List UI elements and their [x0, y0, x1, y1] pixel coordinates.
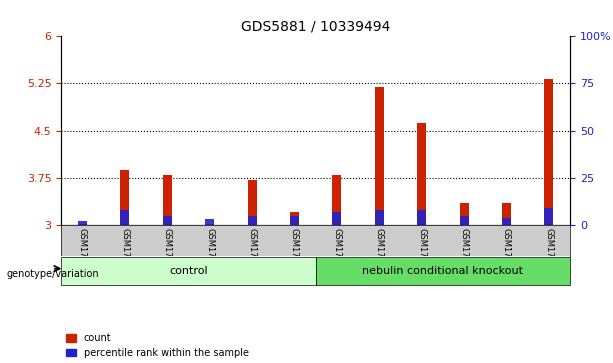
- Bar: [290, 212, 299, 225]
- FancyBboxPatch shape: [316, 257, 570, 285]
- Legend: count, percentile rank within the sample: count, percentile rank within the sample: [66, 333, 249, 358]
- Bar: [502, 203, 511, 225]
- Bar: [417, 123, 426, 225]
- Title: GDS5881 / 10339494: GDS5881 / 10339494: [241, 20, 390, 34]
- Bar: [248, 216, 257, 225]
- Bar: [163, 216, 172, 225]
- Bar: [78, 224, 87, 225]
- Text: GSM1720849: GSM1720849: [248, 228, 257, 284]
- Bar: [205, 224, 214, 225]
- Text: control: control: [169, 266, 208, 276]
- Bar: [120, 170, 129, 225]
- Bar: [332, 175, 341, 225]
- Bar: [248, 180, 257, 225]
- Bar: [417, 210, 426, 225]
- Bar: [290, 216, 299, 225]
- Bar: [544, 208, 554, 225]
- Bar: [502, 217, 511, 225]
- Text: GSM1720856: GSM1720856: [544, 228, 554, 284]
- Text: GSM1720854: GSM1720854: [460, 228, 468, 284]
- Bar: [460, 216, 468, 225]
- Text: GSM1720851: GSM1720851: [332, 228, 341, 284]
- Text: nebulin conditional knockout: nebulin conditional knockout: [362, 266, 524, 276]
- Text: GSM1720850: GSM1720850: [290, 228, 299, 284]
- Bar: [163, 175, 172, 225]
- Bar: [120, 210, 129, 225]
- Text: GSM1720846: GSM1720846: [120, 228, 129, 284]
- Text: GSM1720855: GSM1720855: [502, 228, 511, 284]
- Text: GSM1720847: GSM1720847: [163, 228, 172, 284]
- FancyBboxPatch shape: [61, 257, 316, 285]
- Text: GSM1720852: GSM1720852: [375, 228, 384, 284]
- Text: GSM1720848: GSM1720848: [205, 228, 214, 284]
- Bar: [78, 221, 87, 225]
- Text: GSM1720845: GSM1720845: [78, 228, 87, 284]
- Bar: [375, 87, 384, 225]
- Bar: [375, 210, 384, 225]
- Bar: [544, 79, 554, 225]
- Text: GSM1720853: GSM1720853: [417, 228, 426, 284]
- Bar: [460, 203, 468, 225]
- Text: genotype/variation: genotype/variation: [6, 269, 99, 279]
- Bar: [205, 219, 214, 225]
- Bar: [332, 212, 341, 225]
